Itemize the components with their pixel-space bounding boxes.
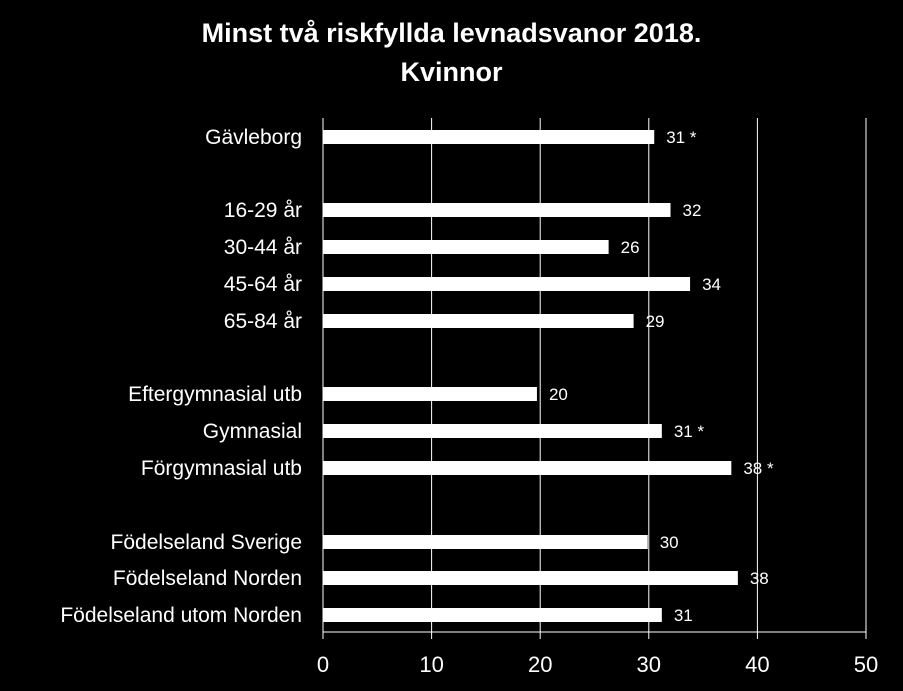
- data-label: 31 *: [666, 128, 697, 147]
- data-label: 26: [621, 238, 640, 257]
- x-tick-label: 10: [419, 652, 443, 677]
- category-label: Eftergymnasial utb: [128, 383, 302, 406]
- data-label: 31: [674, 606, 693, 625]
- bar: [323, 424, 662, 438]
- category-label: Gymnasial: [203, 420, 302, 443]
- data-label: 20: [549, 385, 568, 404]
- bar: [323, 535, 648, 549]
- category-label: Förgymnasial utb: [141, 457, 302, 480]
- data-label: 30: [660, 533, 679, 552]
- data-label: 32: [683, 201, 702, 220]
- bar: [323, 240, 609, 254]
- x-tick-label: 50: [854, 652, 878, 677]
- category-label: Födelseland utom Norden: [60, 604, 302, 627]
- bar: [323, 277, 691, 291]
- category-label: 65-84 år: [224, 310, 302, 333]
- chart-subtitle: Kvinnor: [400, 57, 503, 87]
- category-label: 16-29 år: [224, 199, 302, 222]
- x-tick-label: 0: [317, 652, 329, 677]
- category-label: 45-64 år: [224, 273, 302, 296]
- x-tick-label: 30: [637, 652, 661, 677]
- category-label: Födelseland Sverige: [111, 531, 302, 554]
- bar: [323, 314, 634, 328]
- data-label: 38: [750, 569, 769, 588]
- data-label: 29: [646, 312, 665, 331]
- x-tick-label: 40: [745, 652, 769, 677]
- category-label: 30-44 år: [224, 236, 302, 259]
- bar: [323, 130, 655, 144]
- bar: [323, 461, 732, 475]
- data-label: 31 *: [674, 422, 705, 441]
- category-label: Gävleborg: [205, 126, 302, 149]
- bar: [323, 608, 662, 622]
- data-label: 38 *: [743, 459, 774, 478]
- bar: [323, 387, 537, 401]
- bar: [323, 203, 671, 217]
- x-tick-label: 20: [528, 652, 552, 677]
- data-label: 34: [702, 275, 721, 294]
- category-label: Födelseland Norden: [113, 567, 302, 590]
- chart-title: Minst två riskfyllda levnadsvanor 2018.: [201, 18, 702, 48]
- bar: [323, 571, 738, 585]
